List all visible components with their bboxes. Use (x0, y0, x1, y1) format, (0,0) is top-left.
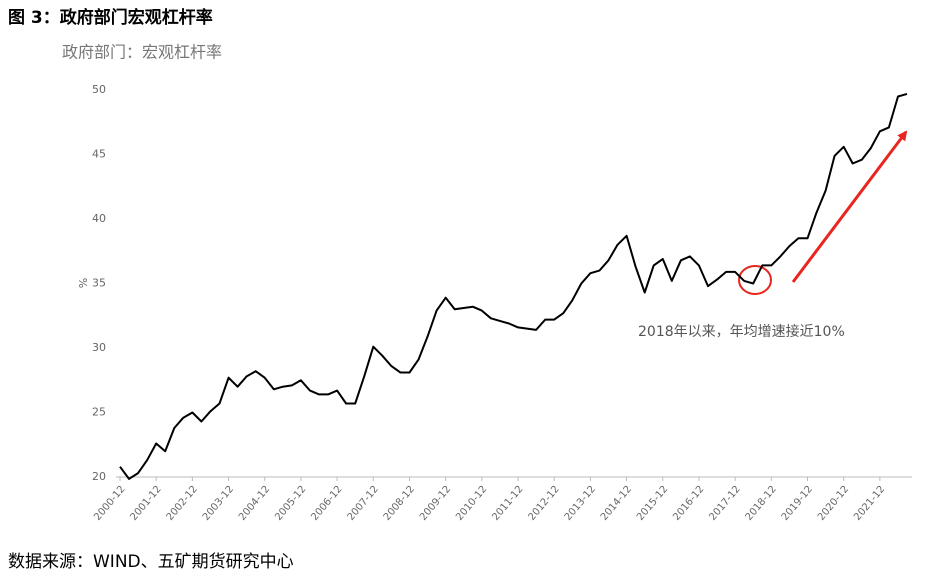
x-tick-label: 2009-12 (418, 484, 453, 523)
x-tick-label: 2017-12 (707, 484, 742, 523)
x-tick-label: 2013-12 (563, 484, 598, 523)
x-tick-label: 2019-12 (780, 484, 815, 523)
y-tick-label: 25 (92, 406, 106, 419)
x-tick-label: 2012-12 (527, 484, 562, 523)
source-note: 数据来源：WIND、五矿期货研究中心 (8, 552, 294, 572)
y-tick-label: 35 (92, 277, 106, 290)
x-tick-label: 2002-12 (165, 484, 200, 523)
data-line (119, 92, 908, 480)
x-tick-label: 2003-12 (201, 484, 236, 523)
chart-subtitle: 政府部门：宏观杠杆率 (62, 43, 222, 62)
x-tick-label: 2008-12 (382, 484, 417, 523)
x-tick-label: 2007-12 (346, 484, 381, 523)
y-tick-label: 20 (92, 470, 106, 483)
y-tick-label: 30 (92, 341, 106, 354)
x-tick-label: 2004-12 (237, 484, 272, 523)
chart-title: 图 3：政府部门宏观杠杆率 (8, 7, 213, 28)
x-tick-label: 2006-12 (309, 484, 344, 523)
x-tick-label: 2014-12 (599, 484, 634, 523)
y-axis-label: % (77, 278, 90, 288)
highlight-circle (738, 265, 772, 295)
y-tick-label: 50 (92, 83, 106, 96)
x-tick-label: 2000-12 (92, 484, 127, 523)
x-tick-label: 2011-12 (490, 484, 525, 523)
x-tick-label: 2021-12 (852, 484, 887, 523)
x-tick-label: 2010-12 (454, 484, 489, 523)
x-tick-label: 2005-12 (273, 484, 308, 523)
x-tick-label: 2016-12 (671, 484, 706, 523)
y-tick-label: 40 (92, 212, 106, 225)
x-tick-label: 2020-12 (816, 484, 851, 523)
y-tick-label: 45 (92, 148, 106, 161)
x-tick-label: 2001-12 (128, 484, 163, 523)
x-tick-label: 2018-12 (744, 484, 779, 523)
annotation: 2018年以来，年均增速接近10% (638, 323, 845, 340)
x-tick-label: 2015-12 (635, 484, 670, 523)
trend-arrow (791, 130, 908, 283)
